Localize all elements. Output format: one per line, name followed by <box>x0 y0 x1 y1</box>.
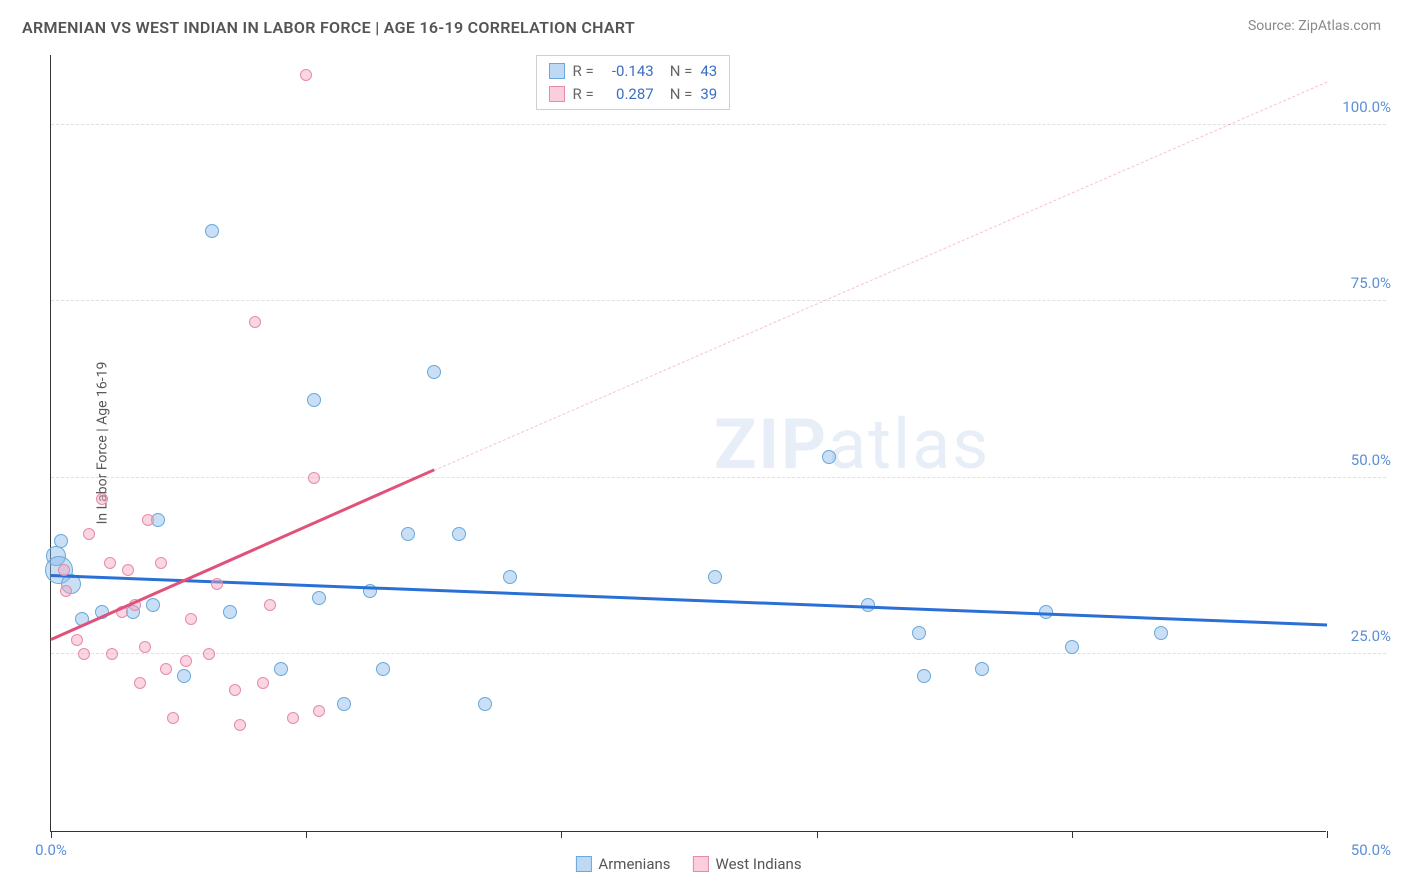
scatter-point <box>313 705 325 717</box>
scatter-point <box>337 697 351 711</box>
stats-row: R = 0.287 N = 39 <box>549 83 718 106</box>
scatter-point <box>83 528 95 540</box>
y-tick-label: 25.0% <box>1351 627 1391 645</box>
stat-n-label: N = <box>670 83 693 106</box>
scatter-point <box>376 662 390 676</box>
x-tick <box>817 831 818 838</box>
scatter-point <box>78 648 90 660</box>
scatter-point <box>229 684 241 696</box>
scatter-point <box>975 662 989 676</box>
series-swatch <box>549 86 565 102</box>
scatter-point <box>122 564 134 576</box>
scatter-point <box>912 626 926 640</box>
scatter-point <box>205 224 219 238</box>
legend-swatch <box>575 856 591 872</box>
scatter-point <box>478 697 492 711</box>
scatter-point <box>287 712 299 724</box>
scatter-point <box>180 655 192 667</box>
y-tick-label: 50.0% <box>1351 451 1391 469</box>
scatter-point <box>257 677 269 689</box>
scatter-point <box>401 527 415 541</box>
x-tick <box>51 831 52 838</box>
stat-r-label: R = <box>573 60 594 83</box>
gridline <box>51 300 1386 301</box>
trendline <box>51 574 1327 626</box>
scatter-point <box>167 712 179 724</box>
legend-item: Armenians <box>575 855 670 873</box>
scatter-point <box>427 365 441 379</box>
stat-n-value: 39 <box>700 83 717 106</box>
scatter-point <box>234 719 246 731</box>
scatter-point <box>177 669 191 683</box>
x-tick <box>1327 831 1328 838</box>
stat-r-label: R = <box>573 83 594 106</box>
x-tick-label: 50.0% <box>1351 841 1391 859</box>
scatter-point <box>312 591 326 605</box>
scatter-point <box>160 663 172 675</box>
y-tick-label: 100.0% <box>1342 98 1391 116</box>
scatter-point <box>211 578 223 590</box>
scatter-point <box>708 570 722 584</box>
scatter-point <box>223 605 237 619</box>
x-tick <box>561 831 562 838</box>
scatter-point <box>58 564 70 576</box>
scatter-point <box>307 393 321 407</box>
scatter-point <box>917 669 931 683</box>
scatter-point <box>203 648 215 660</box>
scatter-point <box>106 648 118 660</box>
legend-label: Armenians <box>598 855 670 873</box>
scatter-point <box>134 677 146 689</box>
x-tick <box>1072 831 1073 838</box>
stats-row: R = -0.143 N = 43 <box>549 60 718 83</box>
x-tick <box>306 831 307 838</box>
plot-area: In Labor Force | Age 16-19 ZIPatlas R =-… <box>50 55 1326 832</box>
scatter-point <box>60 585 72 597</box>
scatter-point <box>274 662 288 676</box>
scatter-point <box>139 641 151 653</box>
scatter-point <box>264 599 276 611</box>
scatter-point <box>1154 626 1168 640</box>
scatter-point <box>155 557 167 569</box>
scatter-point <box>54 534 68 548</box>
gridline <box>51 477 1386 478</box>
bottom-legend: Armenians West Indians <box>575 855 801 873</box>
x-tick-label: 0.0% <box>35 841 67 859</box>
source-attribution: Source: ZipAtlas.com <box>1248 18 1381 34</box>
scatter-point <box>300 69 312 81</box>
scatter-point <box>104 557 116 569</box>
gridline <box>51 653 1386 654</box>
legend-label: West Indians <box>716 855 802 873</box>
y-tick-label: 75.0% <box>1351 274 1391 292</box>
chart-title: ARMENIAN VS WEST INDIAN IN LABOR FORCE |… <box>22 18 635 37</box>
scatter-point <box>452 527 466 541</box>
watermark: ZIPatlas <box>714 404 990 486</box>
stat-n-label: N = <box>670 60 693 83</box>
scatter-point <box>142 514 154 526</box>
legend-item: West Indians <box>693 855 802 873</box>
scatter-point <box>308 472 320 484</box>
scatter-point <box>822 450 836 464</box>
legend-swatch <box>693 856 709 872</box>
scatter-point <box>71 634 83 646</box>
scatter-point <box>1065 640 1079 654</box>
scatter-point <box>96 493 108 505</box>
scatter-point <box>185 613 197 625</box>
stat-n-value: 43 <box>700 60 717 83</box>
gridline <box>51 124 1386 125</box>
series-swatch <box>549 63 565 79</box>
stats-legend-box: R = -0.143 N = 43 R = 0.287 N = 39 <box>536 55 731 110</box>
scatter-point <box>249 316 261 328</box>
scatter-point <box>503 570 517 584</box>
chart-container: ARMENIAN VS WEST INDIAN IN LABOR FORCE |… <box>0 0 1406 892</box>
scatter-point <box>146 598 160 612</box>
stat-r-value: -0.143 <box>602 60 654 83</box>
stat-r-value: 0.287 <box>602 83 654 106</box>
